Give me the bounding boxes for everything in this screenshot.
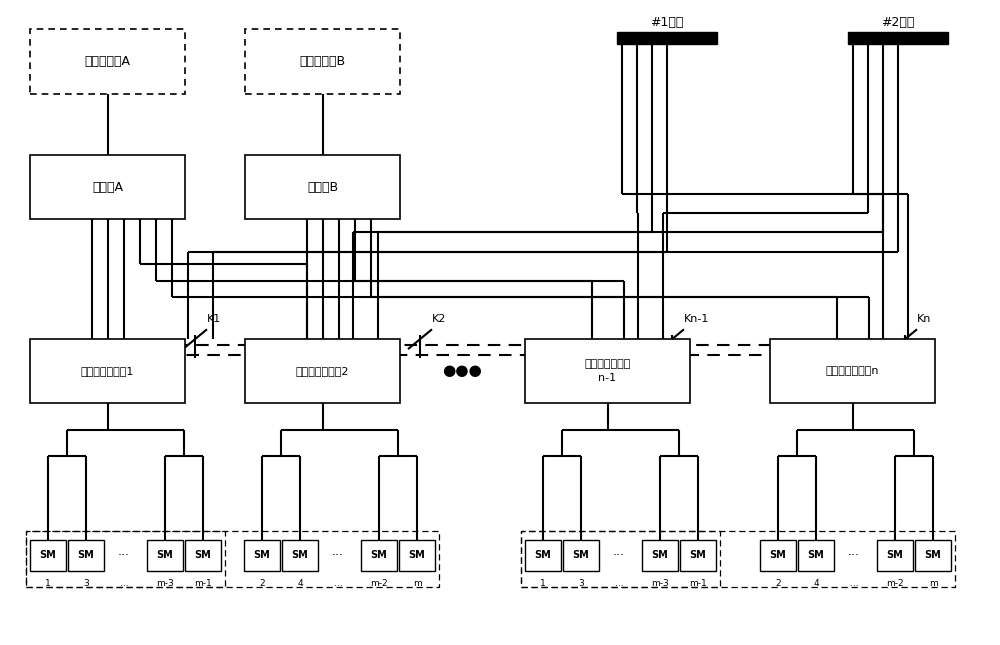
Bar (399, 540, 435, 571)
Text: SM: SM (925, 550, 941, 561)
Bar (563, 540, 599, 571)
Bar (525, 339, 690, 403)
Text: SM: SM (371, 550, 387, 561)
Bar (617, 32, 717, 44)
Bar (798, 540, 834, 571)
Bar (185, 540, 221, 571)
Bar (877, 540, 913, 571)
Text: 通信板A: 通信板A (92, 181, 123, 194)
Bar (642, 540, 678, 571)
Text: ●●●: ●●● (443, 363, 482, 379)
Text: ...: ... (615, 579, 623, 588)
Bar (30, 155, 185, 219)
Text: SM: SM (157, 550, 173, 561)
Text: 触发脉冲分配板2: 触发脉冲分配板2 (296, 366, 349, 376)
Text: K1: K1 (207, 314, 221, 324)
Text: SM: SM (808, 550, 824, 561)
Bar (30, 540, 66, 571)
Text: m-1: m-1 (194, 579, 212, 588)
Bar (244, 540, 280, 571)
Bar (770, 339, 935, 403)
Bar (680, 540, 716, 571)
Bar (245, 155, 400, 219)
Text: 触发脉冲分配板1: 触发脉冲分配板1 (81, 366, 134, 376)
Bar (521, 531, 720, 587)
Text: #1电源: #1电源 (650, 16, 684, 29)
Text: #2电源: #2电源 (881, 16, 915, 29)
Bar (245, 29, 400, 94)
Text: 触发脉冲分配板
n-1: 触发脉冲分配板 n-1 (584, 359, 631, 383)
Text: Kn-1: Kn-1 (684, 314, 709, 324)
Text: 3: 3 (83, 579, 89, 588)
Bar (760, 540, 796, 571)
Text: 阀控制系统A: 阀控制系统A (84, 55, 130, 68)
Text: SM: SM (535, 550, 551, 561)
Bar (68, 540, 104, 571)
Text: SM: SM (292, 550, 308, 561)
Text: SM: SM (652, 550, 668, 561)
Text: 1: 1 (45, 579, 51, 588)
Text: m-3: m-3 (651, 579, 669, 588)
Text: 触发脉冲分配板n: 触发脉冲分配板n (826, 366, 879, 376)
Text: SM: SM (690, 550, 706, 561)
Bar (915, 540, 951, 571)
Text: m-1: m-1 (689, 579, 707, 588)
Bar (525, 540, 561, 571)
Text: K2: K2 (432, 314, 446, 324)
Bar (26, 531, 439, 587)
Text: SM: SM (770, 550, 786, 561)
Text: 2: 2 (775, 579, 781, 588)
Bar (30, 339, 185, 403)
Bar (245, 339, 400, 403)
Text: m-2: m-2 (370, 579, 388, 588)
Bar (30, 29, 185, 94)
Text: 阀控制系统B: 阀控制系统B (299, 55, 346, 68)
Text: m-2: m-2 (886, 579, 904, 588)
Text: 2: 2 (259, 579, 265, 588)
Text: ···: ··· (332, 549, 344, 562)
Text: SM: SM (78, 550, 94, 561)
Bar (361, 540, 397, 571)
Text: m: m (929, 579, 937, 588)
Bar (848, 32, 948, 44)
Text: Kn: Kn (917, 314, 931, 324)
Text: SM: SM (887, 550, 903, 561)
Text: SM: SM (40, 550, 56, 561)
Text: 4: 4 (813, 579, 819, 588)
Text: ···: ··· (613, 549, 625, 562)
Bar (521, 531, 955, 587)
Text: 1: 1 (540, 579, 546, 588)
Text: ···: ··· (848, 549, 860, 562)
Text: m: m (413, 579, 421, 588)
Bar (26, 531, 225, 587)
Text: ...: ... (334, 579, 342, 588)
Text: SM: SM (254, 550, 270, 561)
Text: SM: SM (195, 550, 211, 561)
Text: ...: ... (850, 579, 858, 588)
Text: 4: 4 (297, 579, 303, 588)
Bar (147, 540, 183, 571)
Text: SM: SM (409, 550, 425, 561)
Bar (282, 540, 318, 571)
Text: SM: SM (573, 550, 589, 561)
Text: m-3: m-3 (156, 579, 174, 588)
Text: ...: ... (120, 579, 128, 588)
Text: 3: 3 (578, 579, 584, 588)
Text: 通信板B: 通信板B (307, 181, 338, 194)
Text: ···: ··· (118, 549, 130, 562)
